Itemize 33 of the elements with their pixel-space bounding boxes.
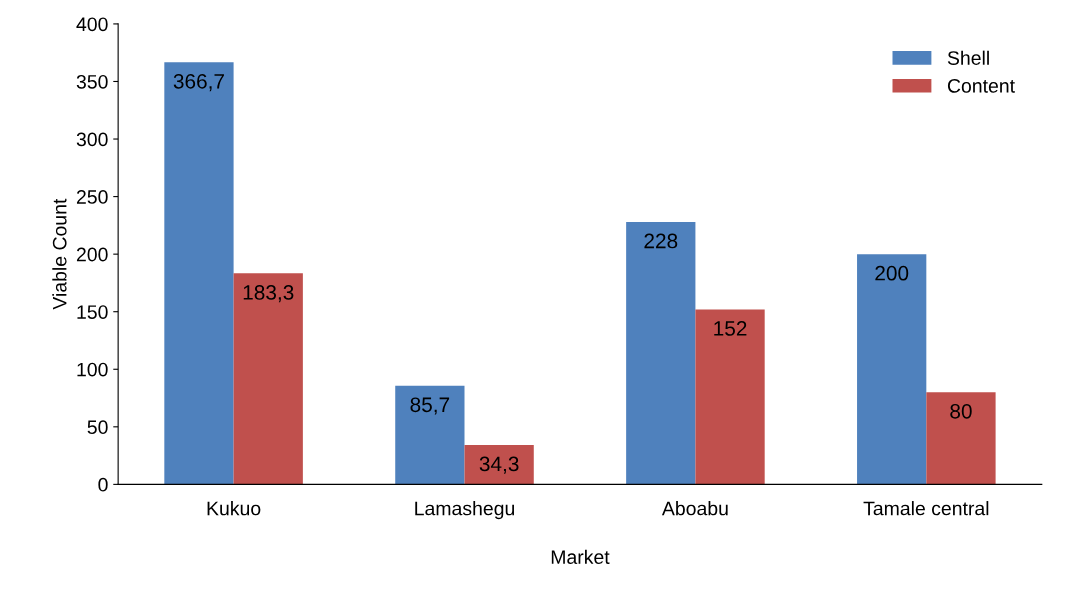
y-tick-label: 100: [77, 362, 108, 377]
y-tick-label: 300: [76, 132, 108, 147]
y-axis-title: Viable Count: [52, 198, 67, 310]
y-tick-label: 400: [76, 17, 108, 32]
legend-label: Content: [947, 78, 1015, 93]
bar: [464, 444, 534, 485]
data-label: 80: [950, 403, 972, 419]
data-label: 366,7: [173, 73, 224, 92]
x-tick-label: Kukuo: [207, 501, 261, 516]
y-tick-label: 0: [98, 477, 108, 492]
data-label: 85,7: [410, 397, 450, 415]
data-label: 152: [714, 321, 747, 336]
legend-label: Shell: [947, 50, 989, 65]
bar: [857, 254, 927, 485]
x-tick-label: Lamashegu: [415, 501, 515, 520]
data-label: 34,3: [479, 456, 519, 474]
bar: [395, 385, 465, 485]
y-tick-label: 50: [87, 420, 108, 435]
bar: [626, 221, 696, 485]
bar: [164, 62, 234, 485]
data-label: 183,3: [243, 285, 294, 303]
bar: [695, 309, 765, 485]
y-tick-label: 200: [76, 247, 108, 262]
x-tick-label: Tamale central: [863, 501, 989, 516]
x-tick-label: Aboabu: [661, 501, 728, 516]
y-tick-label: 250: [76, 190, 108, 204]
x-axis-title: Market: [551, 549, 610, 565]
y-tick-label: 350: [76, 74, 108, 89]
data-label: 228: [644, 233, 678, 249]
y-tick-label: 150: [77, 305, 108, 319]
data-label: 200: [875, 265, 909, 281]
bar: [926, 392, 996, 485]
bar: [233, 273, 303, 485]
